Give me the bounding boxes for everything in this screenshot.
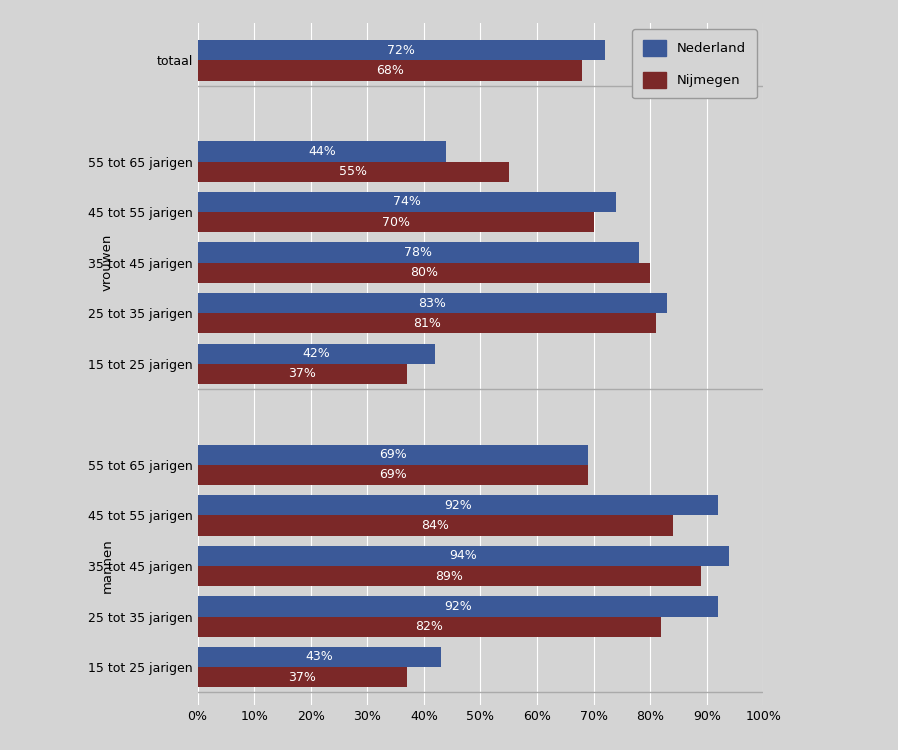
- Bar: [198, 40, 605, 61]
- Text: mannen: mannen: [101, 538, 113, 593]
- Text: 83%: 83%: [418, 296, 446, 310]
- Text: 68%: 68%: [376, 64, 404, 77]
- Text: 80%: 80%: [409, 266, 438, 279]
- Text: 43%: 43%: [305, 650, 333, 664]
- Bar: [198, 546, 729, 566]
- Bar: [198, 242, 638, 262]
- Bar: [198, 495, 718, 515]
- Text: 89%: 89%: [436, 569, 463, 583]
- Text: 72%: 72%: [387, 44, 415, 57]
- Bar: [198, 445, 588, 465]
- Text: 42%: 42%: [303, 347, 330, 360]
- Text: 37%: 37%: [288, 670, 316, 684]
- Text: 92%: 92%: [444, 600, 471, 613]
- Text: 70%: 70%: [382, 216, 409, 229]
- Bar: [198, 161, 508, 182]
- Bar: [198, 646, 441, 667]
- Bar: [198, 212, 594, 232]
- Text: 92%: 92%: [444, 499, 471, 512]
- Bar: [198, 314, 656, 334]
- Bar: [198, 616, 662, 637]
- Text: 55%: 55%: [339, 165, 367, 178]
- Text: 82%: 82%: [416, 620, 444, 633]
- Text: 78%: 78%: [404, 246, 432, 259]
- Text: 69%: 69%: [379, 469, 407, 482]
- Text: 69%: 69%: [379, 448, 407, 461]
- Text: 37%: 37%: [288, 368, 316, 380]
- Text: 94%: 94%: [450, 549, 478, 562]
- Bar: [198, 192, 616, 212]
- Bar: [198, 667, 407, 687]
- Text: 44%: 44%: [308, 145, 336, 158]
- Bar: [198, 262, 650, 283]
- Bar: [198, 596, 718, 616]
- Bar: [198, 566, 701, 586]
- Legend: Nederland, Nijmegen: Nederland, Nijmegen: [632, 29, 757, 98]
- Text: 84%: 84%: [421, 519, 449, 532]
- Bar: [198, 344, 436, 364]
- Text: vrouwen: vrouwen: [101, 234, 113, 291]
- Bar: [198, 465, 588, 485]
- Bar: [198, 364, 407, 384]
- Bar: [198, 61, 582, 81]
- Bar: [198, 141, 446, 161]
- Text: 81%: 81%: [413, 316, 441, 330]
- Bar: [198, 515, 673, 535]
- Bar: [198, 293, 667, 314]
- Text: 74%: 74%: [393, 196, 421, 208]
